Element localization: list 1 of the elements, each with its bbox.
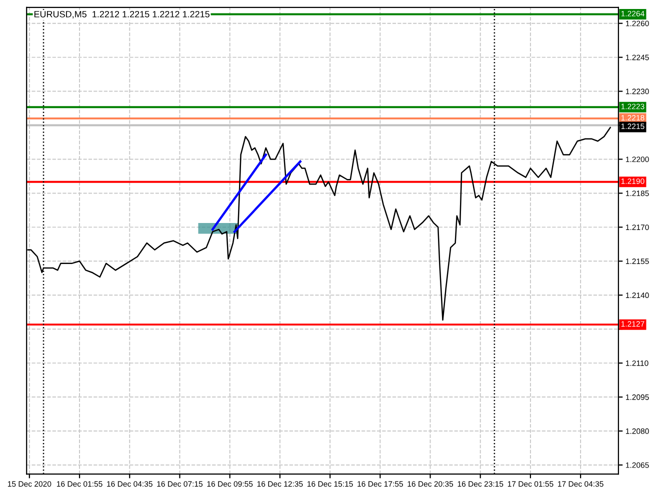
chart-title: EURUSD,M5 1.2212 1.2215 1.2212 1.2215 bbox=[34, 10, 210, 18]
